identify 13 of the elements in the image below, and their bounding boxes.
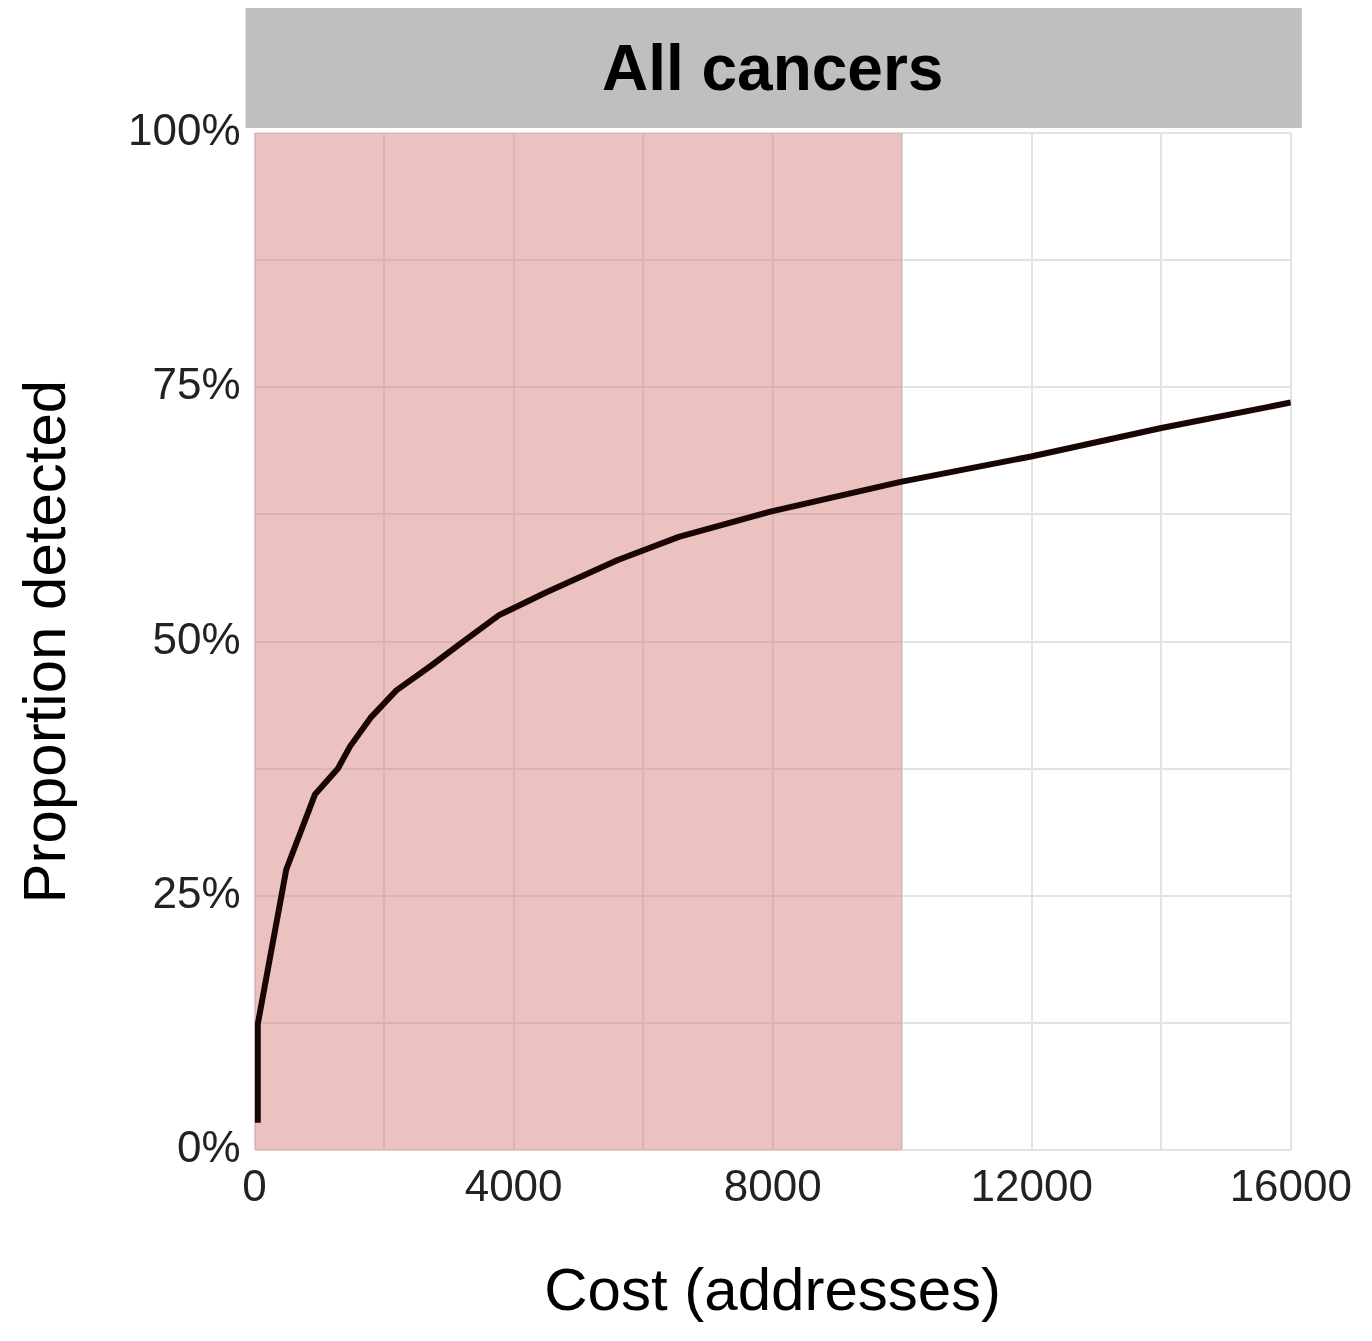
x-tick-label: 4000 (464, 1160, 563, 1210)
chart-title: All cancers (601, 31, 944, 104)
x-tick-label: 0 (242, 1160, 267, 1210)
y-tick-label: 100% (127, 105, 241, 155)
y-axis-title: Proportion detected (10, 379, 78, 904)
x-axis-title: Cost (addresses) (544, 1255, 1002, 1323)
y-tick-label: 50% (152, 613, 241, 663)
x-tick-label: 8000 (723, 1160, 822, 1210)
y-tick-label: 25% (152, 868, 241, 918)
x-tick-label: 12000 (970, 1160, 1093, 1210)
x-tick-label: 16000 (1229, 1160, 1352, 1210)
y-tick-label: 75% (152, 359, 241, 409)
y-tick-label: 0% (176, 1122, 241, 1172)
